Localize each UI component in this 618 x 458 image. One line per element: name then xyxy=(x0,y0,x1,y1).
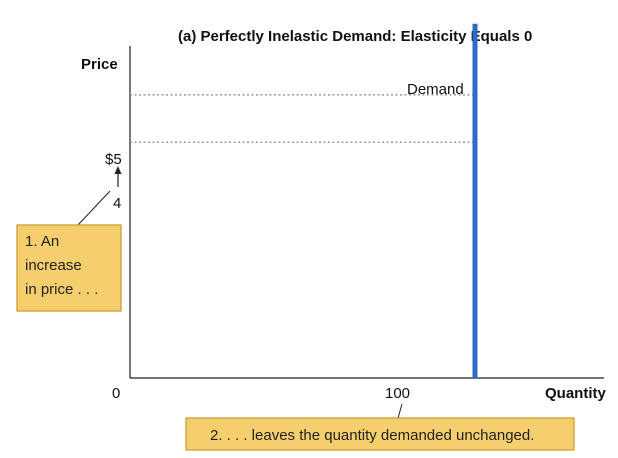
x-tick-label-0: 0 xyxy=(112,385,120,402)
price-increase-arrow-head xyxy=(114,166,122,174)
annotation-1-line-2: increase xyxy=(25,257,82,274)
annotation-1-leader xyxy=(77,190,111,226)
y-axis-label: Price xyxy=(81,56,118,73)
annotation-1-line-3: in price . . . xyxy=(25,281,98,298)
annotation-1-box xyxy=(16,224,122,312)
y-tick-label-5: $5 xyxy=(105,151,122,168)
demand-label: Demand xyxy=(407,81,464,98)
y-tick-label-4: 4 xyxy=(113,195,121,212)
chart-title: (a) Perfectly Inelastic Demand: Elastici… xyxy=(178,28,532,45)
annotation-2-text: 2. . . . leaves the quantity demanded un… xyxy=(210,427,534,444)
annotation-2-box xyxy=(185,417,575,451)
annotation-1-line-1: 1. An xyxy=(25,233,59,250)
x-tick-label-1: 100 xyxy=(385,385,410,402)
x-axis-label: Quantity xyxy=(545,385,606,402)
annotation-2-leader xyxy=(397,403,403,419)
